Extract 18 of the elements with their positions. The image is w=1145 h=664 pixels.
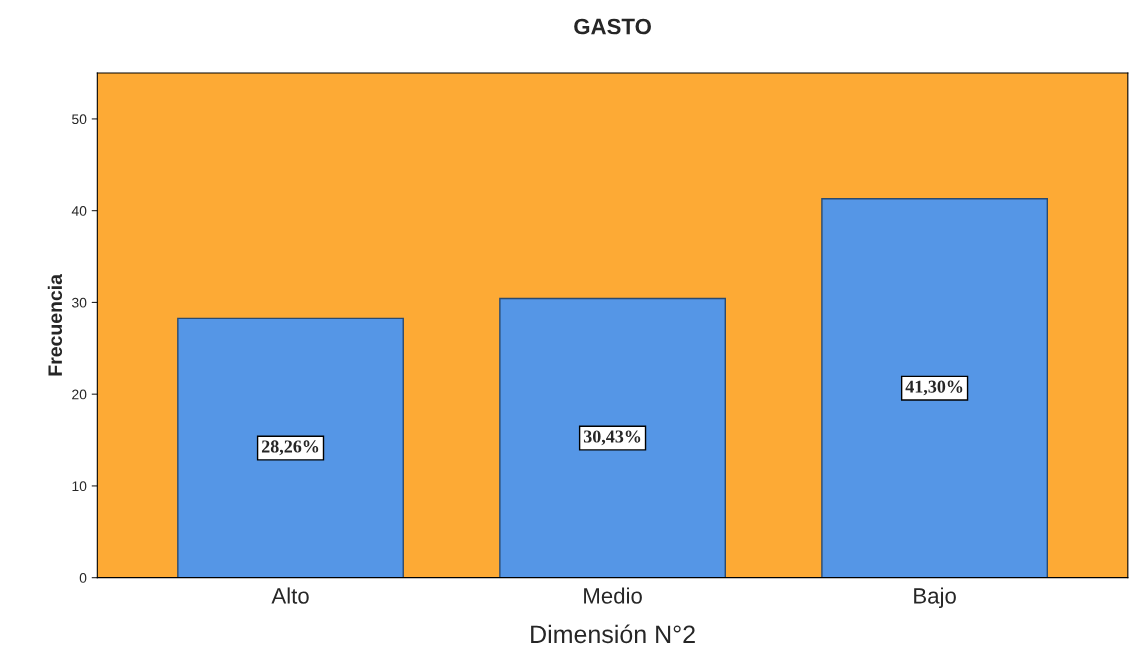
data-label: 30,43% xyxy=(583,430,641,446)
y-tick-label: 40 xyxy=(71,206,87,216)
x-tick-label: Bajo xyxy=(914,587,956,609)
data-label: 28,26% xyxy=(261,440,319,456)
y-tick-label: 30 xyxy=(71,297,87,308)
bar xyxy=(499,297,726,578)
data-label: 41,30% xyxy=(905,380,963,396)
bar xyxy=(821,198,1049,578)
x-axis-title: Dimensión N°2 xyxy=(531,624,695,644)
bar xyxy=(177,317,404,578)
y-tick-label: 50 xyxy=(72,114,87,125)
y-tick-label: 10 xyxy=(72,481,87,492)
x-tick-label: Alto xyxy=(271,587,309,604)
x-tick-label: Medio xyxy=(584,587,642,604)
chart-title: GASTO xyxy=(574,18,651,35)
y-tick-label: 0 xyxy=(79,573,87,583)
y-axis-title: Frecuencia xyxy=(47,273,63,376)
y-tick-label: 20 xyxy=(72,389,87,400)
